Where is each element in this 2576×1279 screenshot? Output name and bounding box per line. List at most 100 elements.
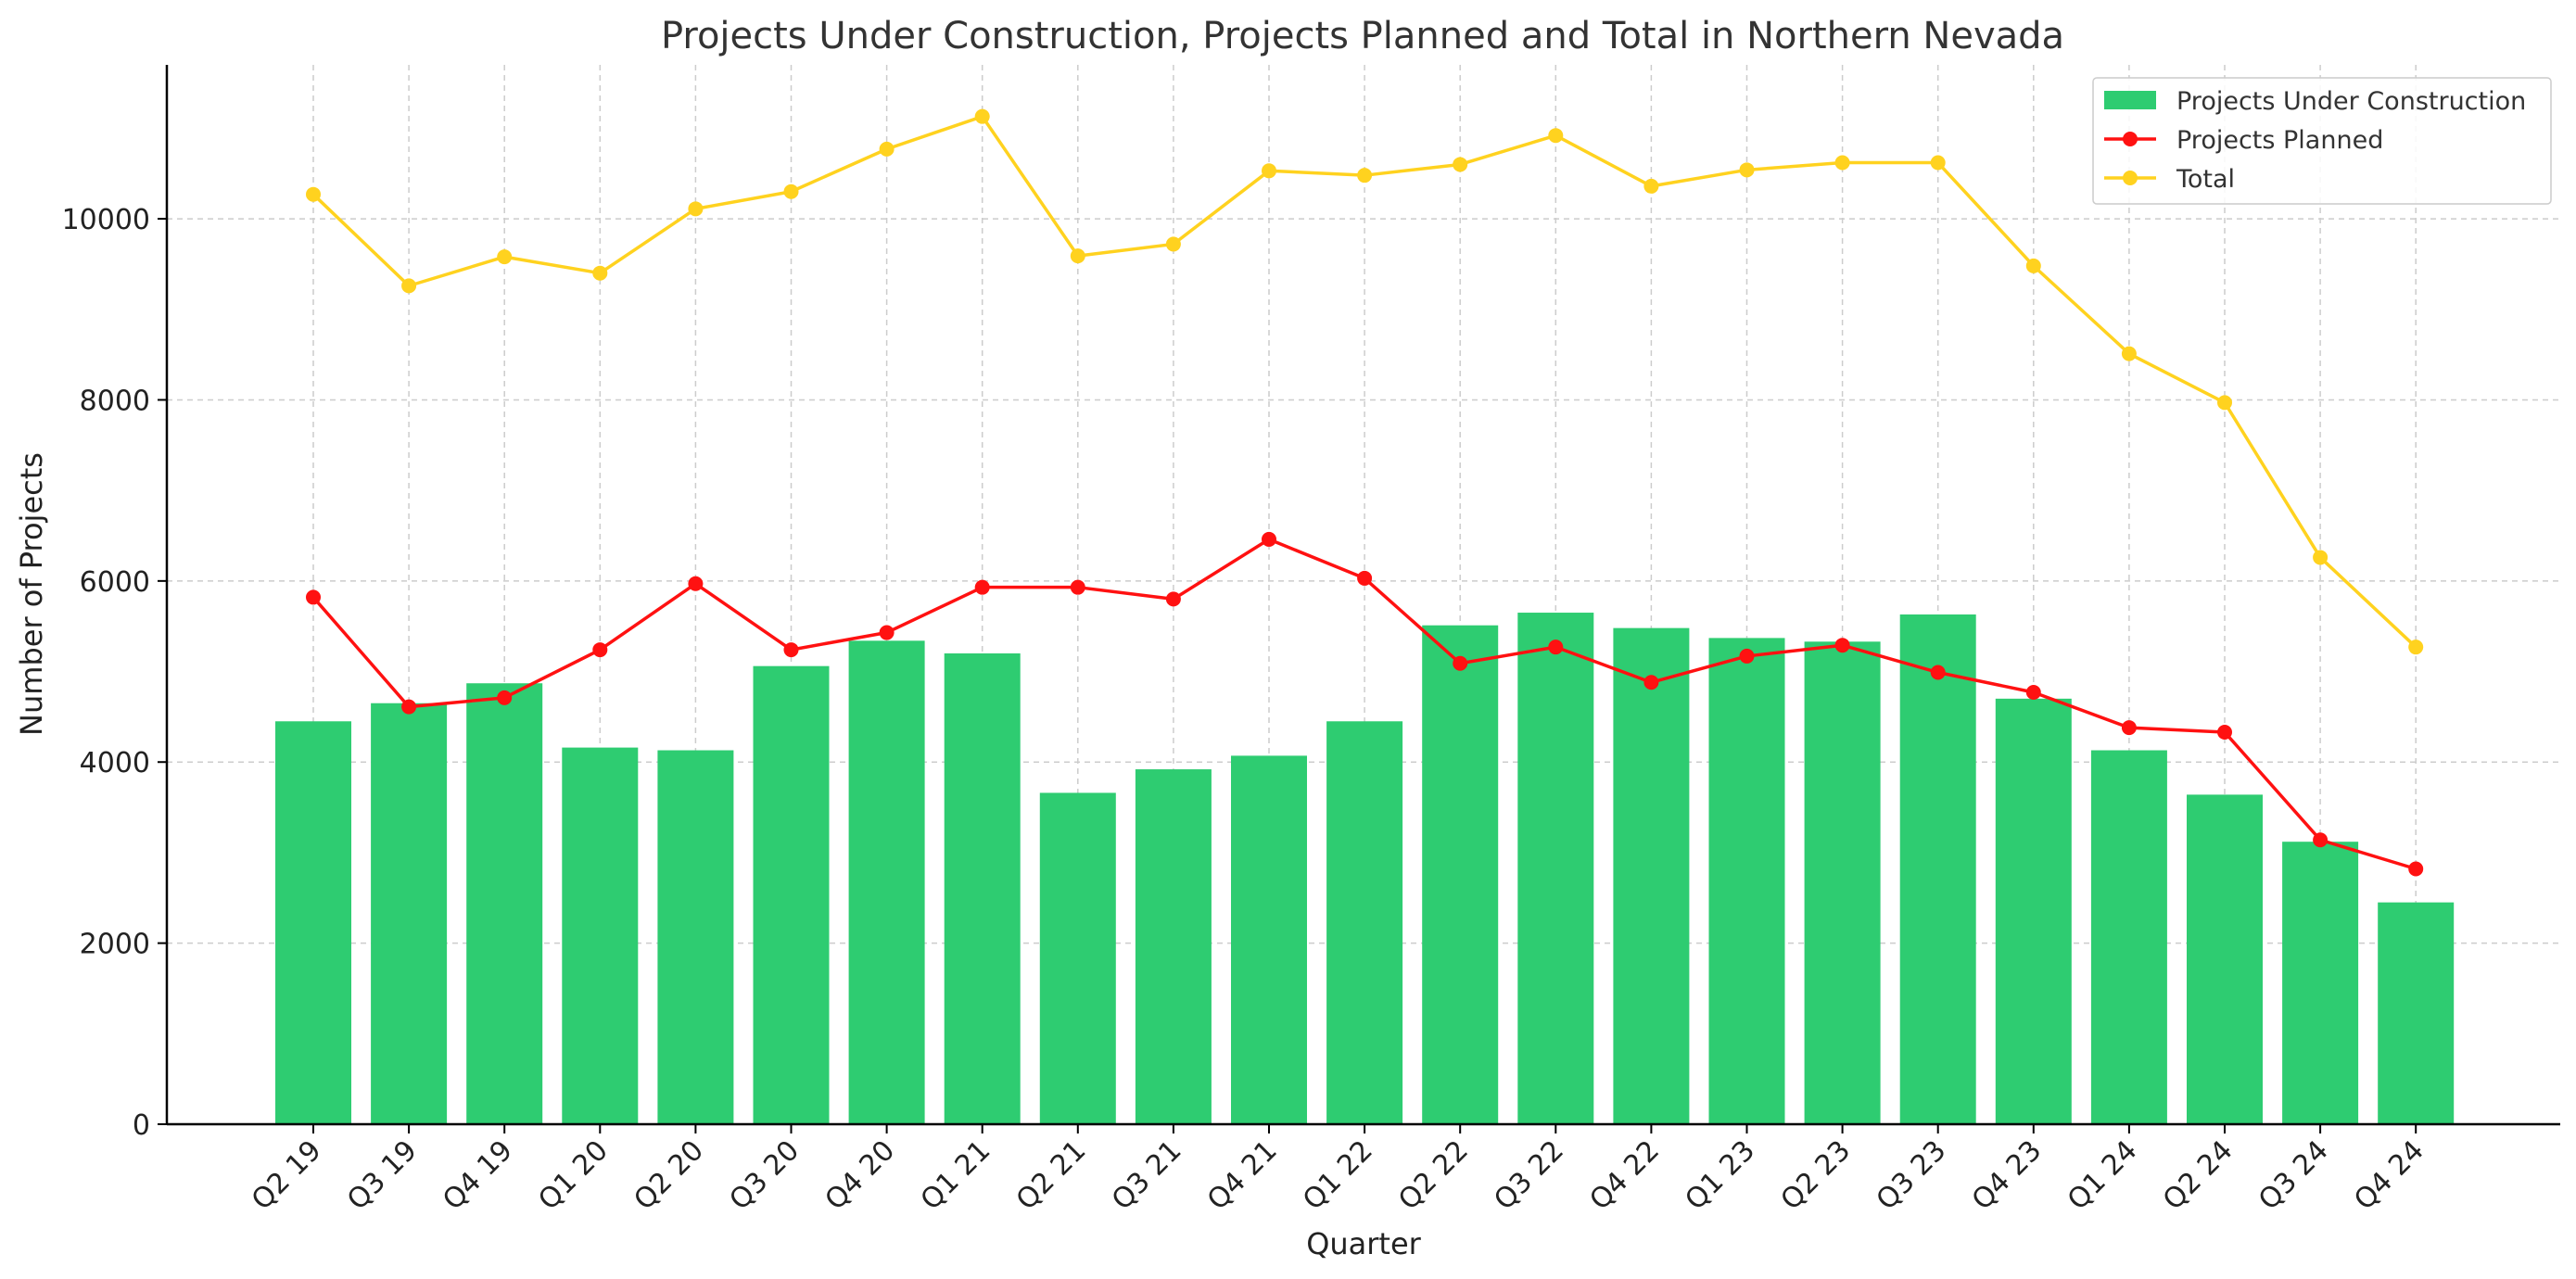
point-total bbox=[1357, 168, 1373, 184]
bar-q3-24 bbox=[2282, 842, 2359, 1124]
bar-q3-20 bbox=[753, 665, 830, 1124]
bar-q4-23 bbox=[1995, 698, 2072, 1124]
point-total bbox=[879, 141, 895, 157]
x-tick-label: Q4 24 bbox=[2348, 1134, 2430, 1217]
point-projects-planned bbox=[1453, 655, 1468, 671]
point-total bbox=[1070, 248, 1085, 264]
y-tick-label: 4000 bbox=[80, 747, 150, 779]
x-tick-label: Q1 21 bbox=[915, 1134, 997, 1217]
point-projects-planned bbox=[2217, 724, 2232, 740]
point-projects-planned bbox=[879, 625, 895, 640]
bar-q3-22 bbox=[1517, 613, 1594, 1124]
point-total bbox=[2408, 640, 2424, 655]
point-total bbox=[2121, 346, 2137, 361]
x-tick-label: Q2 24 bbox=[2157, 1134, 2240, 1217]
x-tick-label: Q2 21 bbox=[1010, 1134, 1093, 1217]
point-total bbox=[592, 265, 608, 281]
x-tick-label: Q2 22 bbox=[1392, 1134, 1475, 1217]
x-tick-label: Q3 23 bbox=[1871, 1134, 1953, 1217]
point-total bbox=[1930, 155, 1946, 171]
bar-q4-20 bbox=[848, 640, 925, 1124]
bar-q3-23 bbox=[1899, 614, 1976, 1124]
y-tick-label: 2000 bbox=[80, 929, 150, 961]
x-tick-label: Q4 21 bbox=[1201, 1134, 1284, 1217]
point-projects-planned bbox=[1930, 665, 1946, 680]
point-projects-planned bbox=[2408, 861, 2424, 877]
point-total bbox=[2217, 395, 2232, 411]
x-tick-label: Q2 19 bbox=[246, 1134, 328, 1217]
x-tick-label: Q4 20 bbox=[819, 1134, 902, 1217]
x-tick-label: Q2 23 bbox=[1775, 1134, 1858, 1217]
point-projects-planned bbox=[1834, 638, 1850, 653]
bar-q2-20 bbox=[657, 750, 734, 1124]
point-projects-planned bbox=[401, 699, 417, 715]
y-axis-label: Number of Projects bbox=[14, 452, 49, 736]
legend-label-projects-planned: Projects Planned bbox=[2176, 126, 2383, 155]
bar-q1-21 bbox=[944, 653, 1021, 1124]
x-tick-label: Q4 22 bbox=[1583, 1134, 1666, 1217]
bar-q2-22 bbox=[1422, 625, 1499, 1124]
bar-q2-23 bbox=[1804, 641, 1881, 1124]
point-projects-planned bbox=[1548, 640, 1564, 655]
x-tick-label: Q3 24 bbox=[2252, 1134, 2335, 1217]
point-projects-planned bbox=[1739, 648, 1755, 664]
bar-q2-24 bbox=[2187, 794, 2263, 1124]
x-tick-label: Q1 20 bbox=[532, 1134, 615, 1217]
bars bbox=[275, 613, 2455, 1124]
point-total bbox=[2313, 550, 2329, 565]
lines bbox=[306, 108, 2424, 877]
bar-q4-21 bbox=[1231, 755, 1307, 1124]
point-projects-planned bbox=[592, 642, 608, 658]
bar-q2-19 bbox=[275, 721, 351, 1124]
point-total bbox=[306, 186, 321, 202]
bar-q2-21 bbox=[1039, 792, 1116, 1124]
point-total bbox=[401, 278, 417, 294]
x-tick-label: Q3 21 bbox=[1106, 1134, 1188, 1217]
legend-swatch-projects-under-construction bbox=[2104, 91, 2156, 109]
point-total bbox=[1834, 155, 1850, 171]
bar-q1-23 bbox=[1708, 638, 1785, 1124]
point-projects-planned bbox=[688, 576, 704, 591]
x-tick-label: Q4 23 bbox=[1966, 1134, 2049, 1217]
point-total bbox=[1262, 163, 1276, 179]
point-total bbox=[783, 184, 799, 199]
bar-q3-21 bbox=[1135, 769, 1212, 1124]
y-tick-label: 0 bbox=[133, 1109, 150, 1142]
point-total bbox=[974, 108, 990, 124]
point-total bbox=[1739, 162, 1755, 178]
point-projects-planned bbox=[1070, 579, 1085, 595]
point-projects-planned bbox=[1165, 591, 1181, 607]
point-total bbox=[1453, 157, 1468, 172]
point-total bbox=[1643, 178, 1659, 194]
x-tick-label: Q4 19 bbox=[437, 1134, 519, 1217]
x-axis-label: Quarter bbox=[1306, 1226, 1421, 1261]
bar-q4-24 bbox=[2378, 902, 2455, 1124]
legend-marker-projects-planned bbox=[2123, 132, 2138, 146]
chart-title: Projects Under Construction, Projects Pl… bbox=[661, 15, 2064, 57]
x-tick-label: Q1 22 bbox=[1297, 1134, 1379, 1217]
point-projects-planned bbox=[497, 690, 513, 705]
x-tick-label: Q3 19 bbox=[341, 1134, 424, 1217]
legend-box bbox=[2092, 77, 2552, 205]
y-tick-label: 6000 bbox=[80, 566, 150, 599]
point-projects-planned bbox=[783, 642, 799, 658]
x-tick-label: Q3 20 bbox=[723, 1134, 806, 1217]
legend-label-total: Total bbox=[2176, 165, 2235, 194]
point-total bbox=[497, 249, 513, 265]
point-projects-planned bbox=[2313, 832, 2329, 848]
point-projects-planned bbox=[974, 579, 990, 595]
x-tick-label: Q3 22 bbox=[1488, 1134, 1570, 1217]
legend-label-projects-under-construction: Projects Under Construction bbox=[2176, 87, 2526, 116]
bar-q1-20 bbox=[562, 747, 639, 1124]
bar-q3-19 bbox=[371, 703, 448, 1124]
point-total bbox=[1548, 128, 1564, 144]
y-tick-label: 10000 bbox=[62, 204, 150, 236]
bar-q1-24 bbox=[2090, 750, 2167, 1124]
bar-q4-19 bbox=[466, 683, 543, 1124]
bar-q4-22 bbox=[1613, 627, 1690, 1124]
bar-q1-22 bbox=[1326, 721, 1403, 1124]
legend-marker-total bbox=[2123, 171, 2138, 185]
x-tick-label: Q1 24 bbox=[2062, 1134, 2144, 1217]
point-projects-planned bbox=[2025, 685, 2041, 701]
y-tick-label: 8000 bbox=[80, 385, 150, 417]
